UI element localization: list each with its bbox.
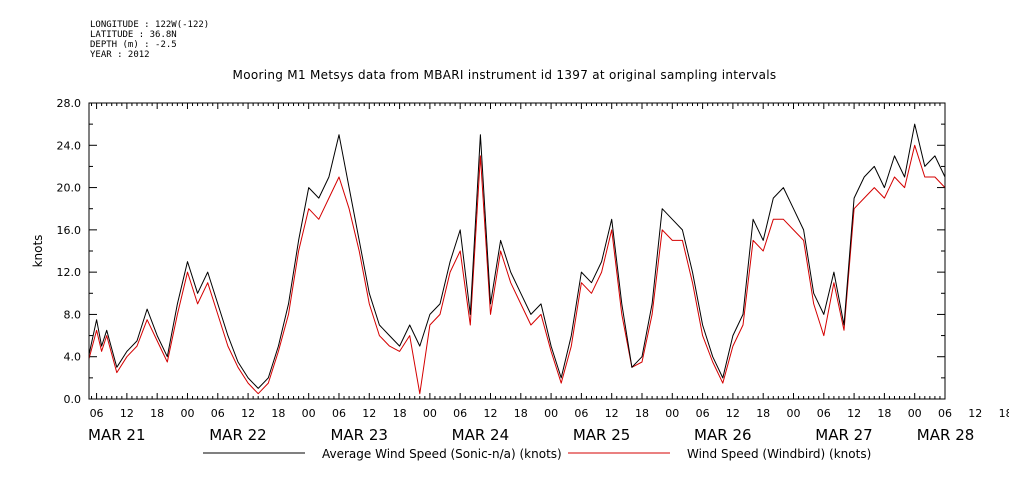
x-hour-tick-label: 18 xyxy=(393,407,407,420)
x-hour-tick-label: 00 xyxy=(908,407,922,420)
x-hour-tick-label: 00 xyxy=(665,407,679,420)
legend-label-series-1: Average Wind Speed (Sonic-n/a) (knots) xyxy=(322,447,562,461)
x-date-label: MAR 21 xyxy=(88,426,145,444)
x-hour-tick-label: 06 xyxy=(696,407,710,420)
meta-year: YEAR : 2012 xyxy=(90,50,150,60)
x-hour-tick-label: 18 xyxy=(635,407,649,420)
series-layer xyxy=(88,123,946,395)
x-hour-tick-label: 00 xyxy=(180,407,194,420)
x-hour-tick-label: 06 xyxy=(574,407,588,420)
x-date-label: MAR 25 xyxy=(573,426,630,444)
y-tick-label: 24.0 xyxy=(57,139,82,152)
chart-title: Mooring M1 Metsys data from MBARI instru… xyxy=(232,68,777,82)
x-date-label: MAR 22 xyxy=(209,426,266,444)
y-tick-label: 28.0 xyxy=(57,97,82,110)
x-hour-tick-label: 18 xyxy=(150,407,164,420)
x-hour-tick-label: 06 xyxy=(90,407,104,420)
meta-depth: DEPTH (m) : -2.5 xyxy=(90,40,177,50)
y-tick-label: 20.0 xyxy=(57,182,82,195)
y-axis-label: knots xyxy=(31,235,45,268)
x-hour-tick-label: 12 xyxy=(120,407,134,420)
x-hour-tick-label: 12 xyxy=(847,407,861,420)
y-tick-label: 16.0 xyxy=(57,224,82,237)
y-tick-label: 0.0 xyxy=(64,393,82,406)
meta-longitude: LONGITUDE : 122W(-122) xyxy=(90,20,210,30)
x-hour-tick-label: 18 xyxy=(271,407,285,420)
x-hour-tick-label: 12 xyxy=(968,407,982,420)
x-date-label: MAR 24 xyxy=(452,426,509,444)
axis-ticks xyxy=(89,102,946,400)
x-hour-tick-label: 12 xyxy=(726,407,740,420)
x-hour-tick-label: 00 xyxy=(544,407,558,420)
x-hour-tick-label: 18 xyxy=(756,407,770,420)
y-tick-label: 8.0 xyxy=(64,308,82,321)
x-hour-tick-label: 00 xyxy=(786,407,800,420)
legend: Average Wind Speed (Sonic-n/a) (knots) W… xyxy=(203,447,871,461)
x-hour-tick-label: 06 xyxy=(938,407,952,420)
x-date-label: MAR 23 xyxy=(330,426,387,444)
axis-labels: 06 12 18 00 06 12 18 00 06 12 18 00 06 12 18 00 06 12 18 00… xyxy=(57,97,1009,444)
x-date-label: MAR 27 xyxy=(815,426,872,444)
series-line-1 xyxy=(88,123,946,389)
series-line-2 xyxy=(88,144,946,395)
x-hour-tick-label: 06 xyxy=(211,407,225,420)
x-hour-tick-label: 12 xyxy=(483,407,497,420)
x-hour-tick-label: 18 xyxy=(877,407,891,420)
x-hour-tick-label: 06 xyxy=(332,407,346,420)
legend-label-series-2: Wind Speed (Windbird) (knots) xyxy=(687,447,871,461)
x-hour-tick-label: 00 xyxy=(423,407,437,420)
x-date-label: MAR 26 xyxy=(694,426,751,444)
metadata-block: LONGITUDE : 122W(-122) LATITUDE : 36.8N … xyxy=(90,20,209,60)
y-tick-label: 12.0 xyxy=(57,266,82,279)
x-hour-tick-label: 00 xyxy=(302,407,316,420)
x-hour-tick-label: 12 xyxy=(241,407,255,420)
y-tick-label: 4.0 xyxy=(64,351,82,364)
x-hour-tick-label: 18 xyxy=(514,407,528,420)
x-date-label: MAR 28 xyxy=(917,426,974,444)
x-hour-tick-label: 12 xyxy=(605,407,619,420)
x-hour-tick-label: 06 xyxy=(817,407,831,420)
plot-frame xyxy=(88,102,946,400)
meta-latitude: LATITUDE : 36.8N xyxy=(90,30,177,40)
x-hour-tick-label: 12 xyxy=(362,407,376,420)
x-hour-tick-label: 06 xyxy=(453,407,467,420)
x-hour-tick-label: 18 xyxy=(999,407,1009,420)
